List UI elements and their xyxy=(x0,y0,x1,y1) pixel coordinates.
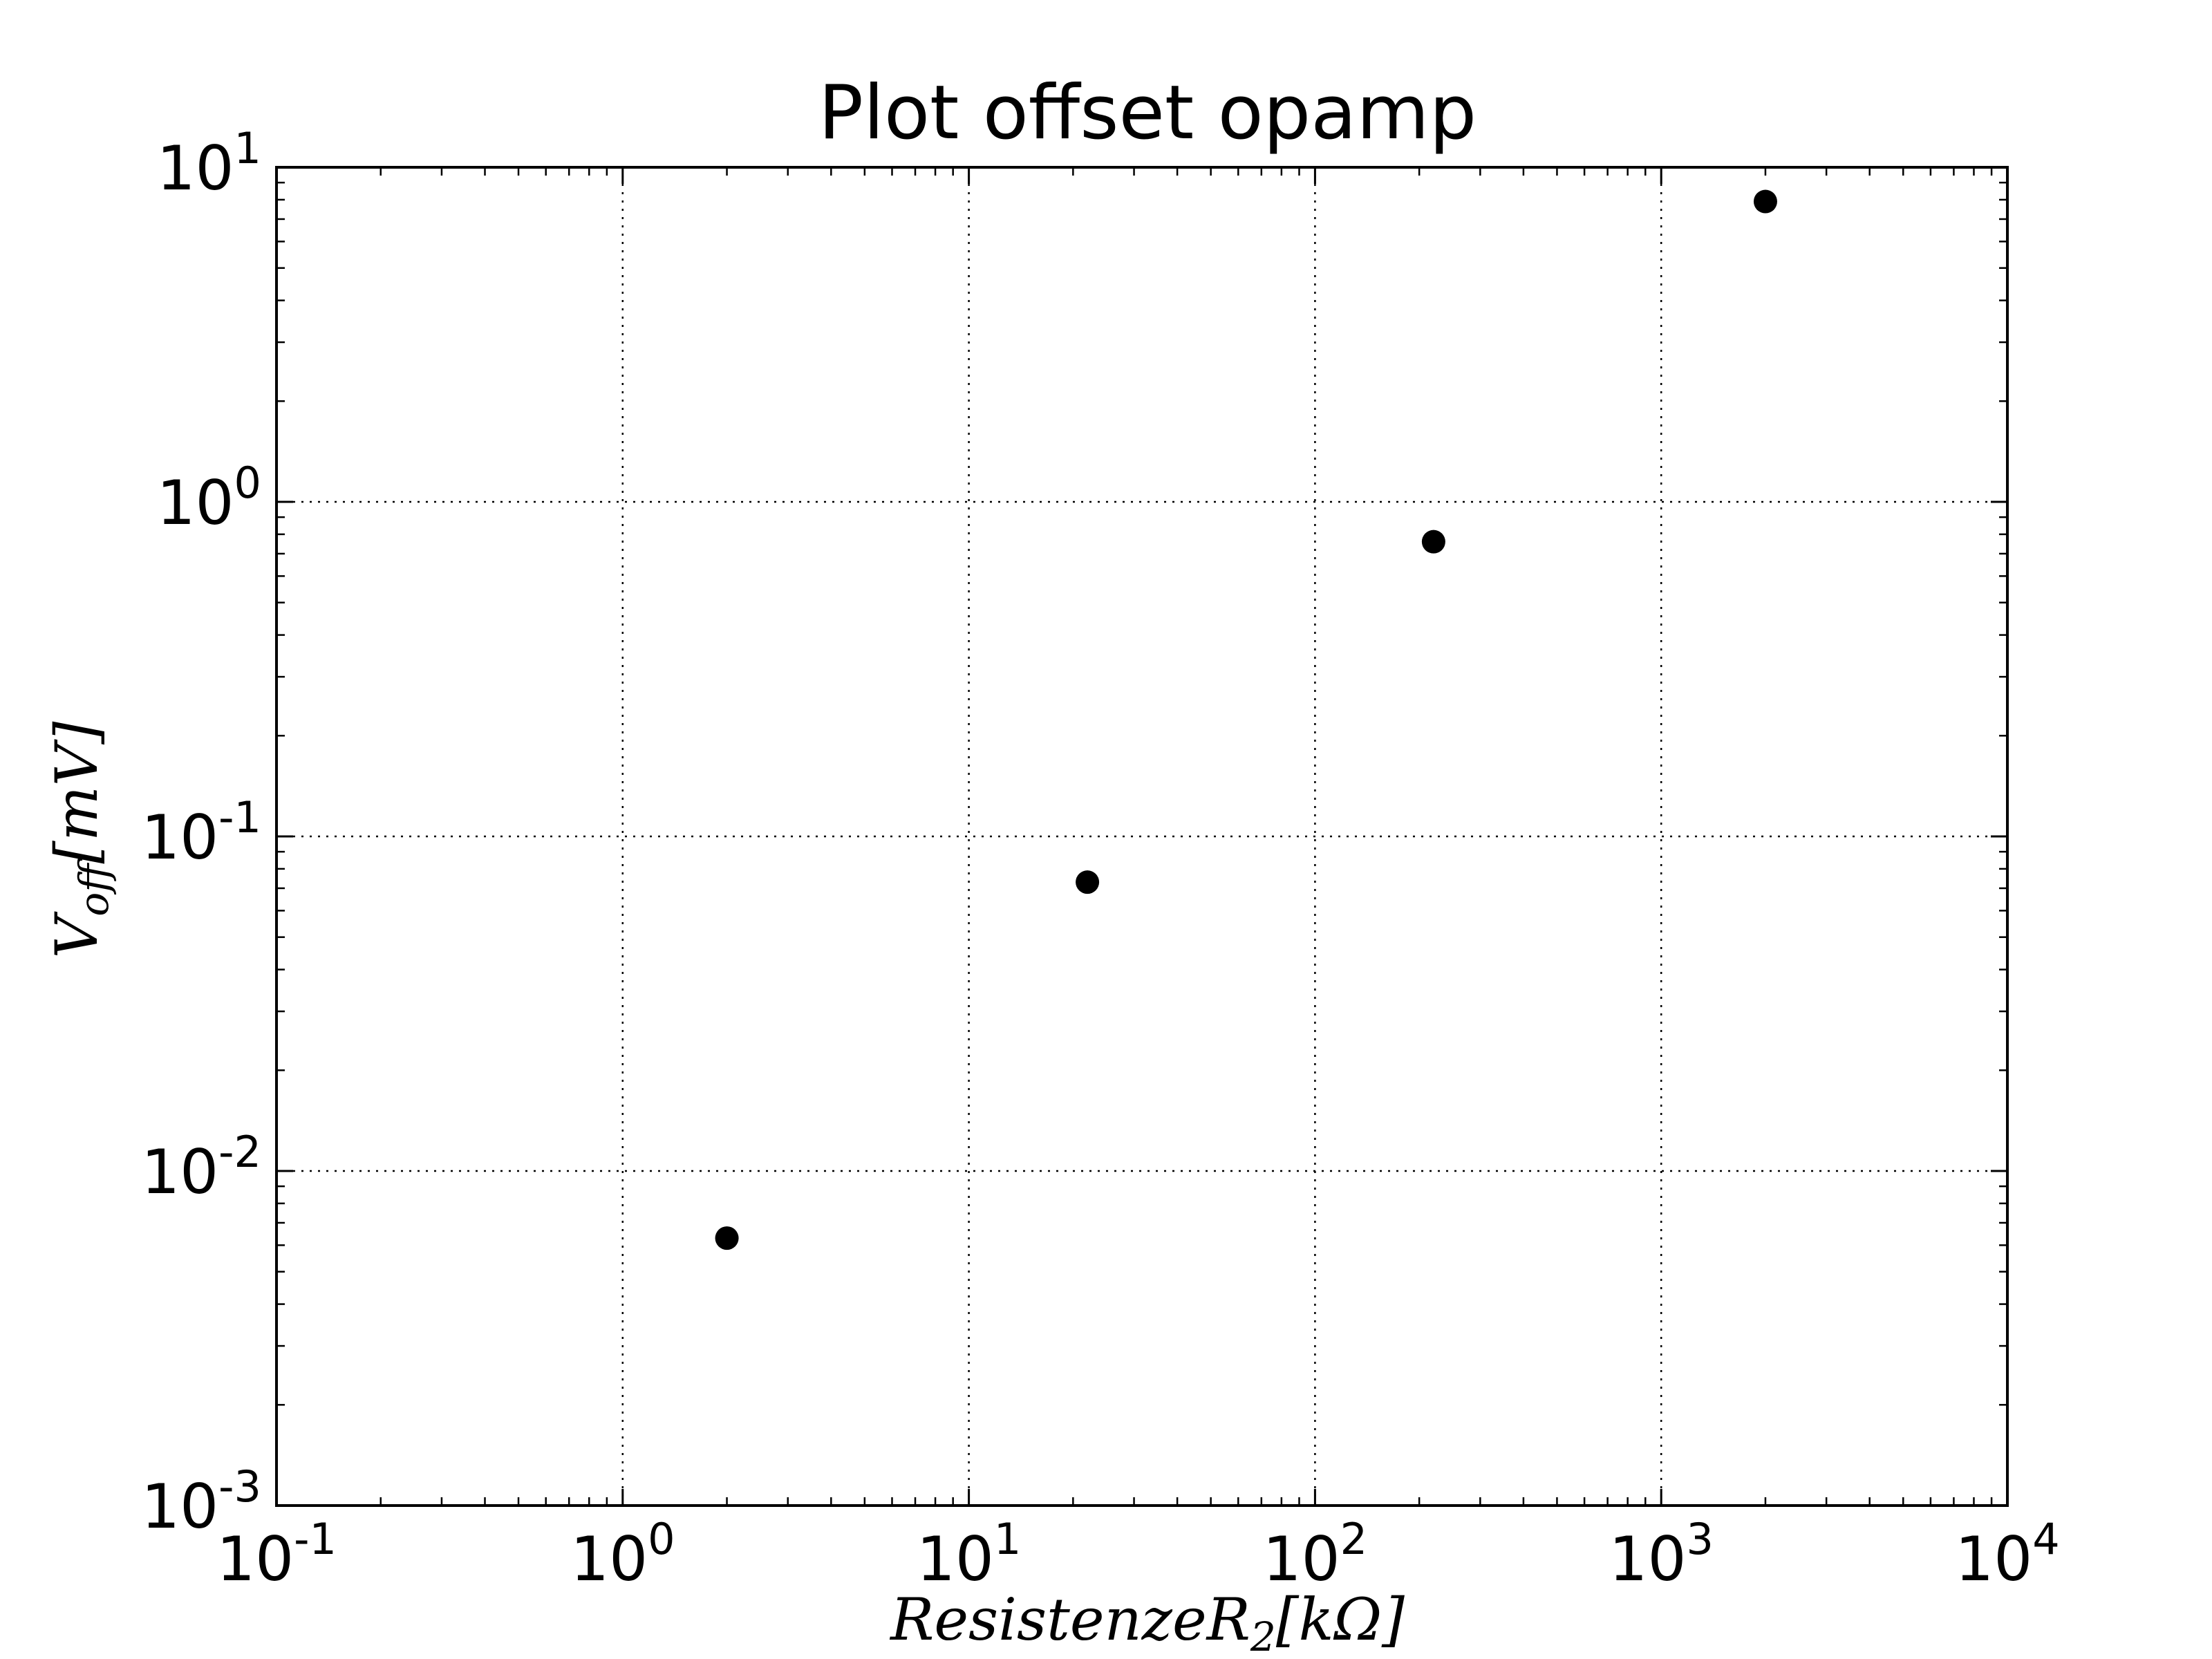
data-point xyxy=(1076,870,1100,894)
x-tick-label: 101 xyxy=(917,1514,1021,1595)
y-axis-label: Voff[mV] xyxy=(43,722,118,959)
data-points xyxy=(715,189,1777,1250)
x-axis-label: ResistenzeR2[kΩ] xyxy=(889,1586,1405,1659)
data-point xyxy=(1421,529,1445,554)
data-point xyxy=(715,1226,739,1250)
y-tick-label: 10-1 xyxy=(141,792,261,873)
chart-title: Plot offset opamp xyxy=(818,70,1477,156)
y-tick-label: 10-3 xyxy=(141,1461,261,1542)
plot-frame xyxy=(275,166,2009,1507)
x-tick-label: 104 xyxy=(1955,1514,2059,1595)
y-tick-label: 100 xyxy=(157,458,261,538)
data-point xyxy=(1753,189,1777,214)
y-tick-label: 101 xyxy=(157,123,261,204)
x-tick-label: 100 xyxy=(570,1514,675,1595)
y-tick-labels: 10-3 10-2 10-1 100 101 xyxy=(141,123,261,1542)
x-tick-labels: 10-1 100 101 102 103 104 xyxy=(216,1514,2060,1595)
y-tick-label: 10-2 xyxy=(141,1127,261,1208)
x-tick-label: 102 xyxy=(1263,1514,1367,1595)
x-tick-label: 103 xyxy=(1609,1514,1713,1595)
x-tick-label: 10-1 xyxy=(216,1514,337,1595)
